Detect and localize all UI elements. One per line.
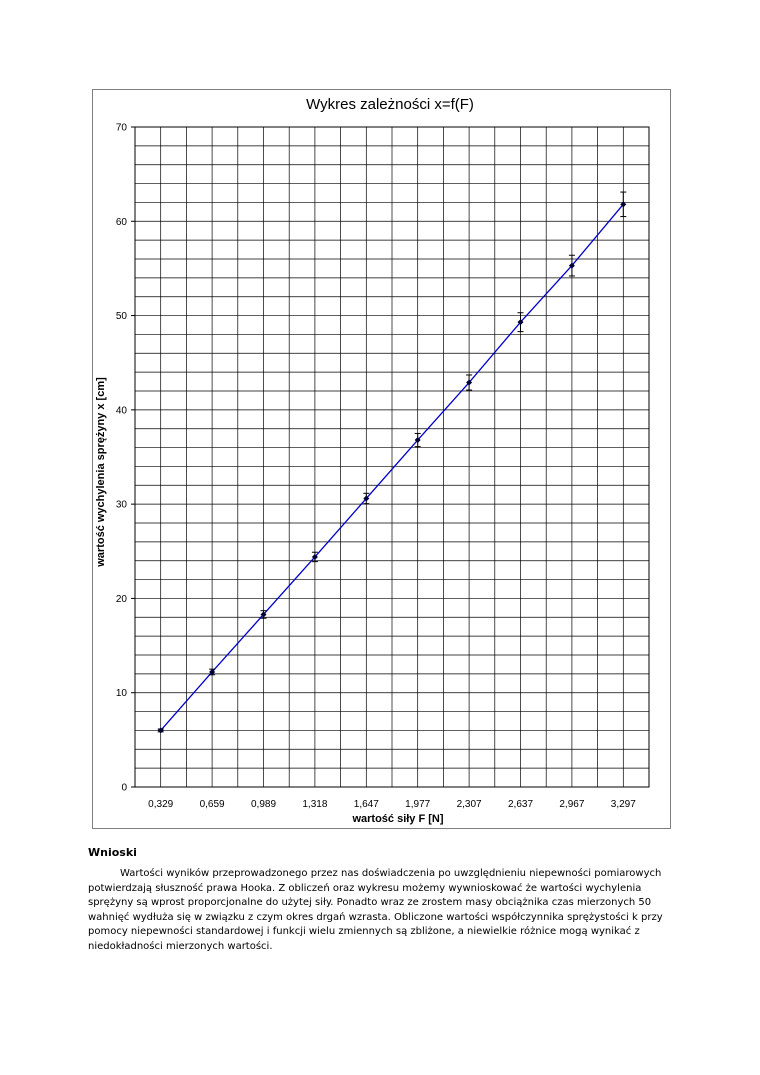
y-tick-label: 30 (116, 500, 128, 511)
x-tick-label: 2,637 (508, 799, 533, 810)
y-tick-label: 0 (121, 783, 127, 794)
x-axis-label: wartość siły F [N] (351, 813, 443, 825)
chart-svg: Wykres zależności x=f(F) 0 10 20 30 40 50 60 70… (95, 96, 650, 825)
data-point (466, 379, 473, 386)
x-tick-label: 1,977 (405, 799, 430, 810)
x-tick-label: 2,967 (559, 799, 584, 810)
plot-area-border (134, 126, 650, 788)
y-axis-label: wartość wychylenia sprężyny x [cm] (95, 377, 107, 568)
x-tick-label: 3,297 (611, 799, 636, 810)
y-tick-label: 40 (116, 405, 128, 416)
x-tick-label: 0,659 (200, 799, 225, 810)
data-points (157, 201, 627, 734)
chart-frame: Wykres zależności x=f(F) 0 10 20 30 40 50 60 70… (92, 89, 671, 829)
x-tick-labels: 0,329 0,659 0,989 1,318 1,647 1,977 2,307 2,637… (148, 799, 636, 810)
data-point (568, 262, 575, 269)
data-point (414, 437, 421, 444)
data-point (363, 495, 370, 502)
y-tick-label: 20 (116, 594, 128, 605)
series-line (160, 203, 624, 731)
x-tick-label: 0,329 (148, 799, 173, 810)
y-tick-label: 10 (116, 688, 128, 699)
x-tick-label: 0,989 (251, 799, 276, 810)
grid-layer (135, 127, 649, 787)
chart-title: Wykres zależności x=f(F) (306, 96, 474, 113)
data-point (260, 611, 267, 618)
data-point (209, 668, 216, 675)
y-tick-labels: 0 10 20 30 40 50 60 70 (116, 123, 135, 794)
y-tick-label: 60 (116, 217, 128, 228)
conclusions-heading: Wnioski (88, 846, 137, 859)
x-tick-label: 1,647 (354, 799, 379, 810)
data-point (620, 201, 627, 208)
y-tick-label: 50 (116, 311, 128, 322)
data-point (157, 727, 164, 734)
x-tick-label: 2,307 (457, 799, 482, 810)
conclusions-paragraph: Wartości wyników przeprowadzonego przez … (88, 868, 663, 952)
data-point (517, 319, 524, 326)
x-tick-label: 1,318 (302, 799, 327, 810)
y-tick-label: 70 (116, 123, 128, 134)
data-point (311, 553, 318, 560)
